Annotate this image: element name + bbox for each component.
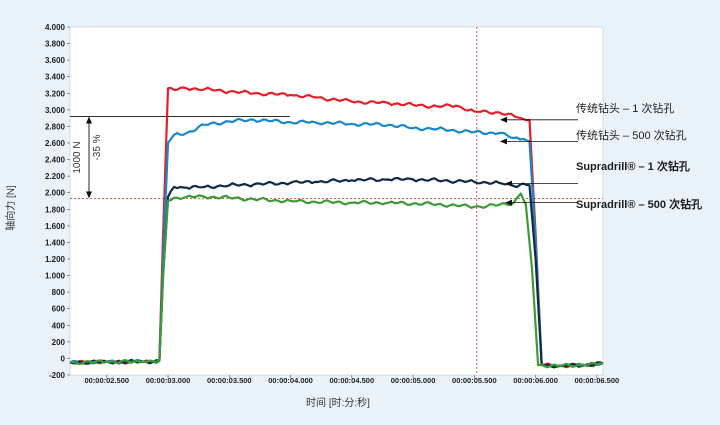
y-tick-label: 2.600 [45, 139, 66, 148]
percent-label: -35 % [92, 134, 103, 160]
difference-label: 1000 N [72, 141, 83, 173]
series-line-4 [69, 192, 604, 369]
x-tick-label: 00:00:06.500 [575, 376, 620, 385]
legend-label-4: Supradrill® – 500 次钻孔 [576, 197, 702, 211]
x-tick-label: 00:00:05.500 [452, 376, 497, 385]
y-tick-label: 1.400 [45, 238, 66, 247]
legend-arrow-head [500, 138, 507, 145]
x-tick-label: 00:00:04.500 [330, 376, 375, 385]
x-tick-label: 00:00:06.000 [513, 376, 558, 385]
x-tick-label: 00:00:03.000 [146, 376, 191, 385]
x-tick-label: 00:00:05.000 [391, 376, 436, 385]
legend-label-3: Supradrill® – 1 次钻孔 [576, 159, 690, 173]
legend-label-2: 传统钻头 – 500 次钻孔 [576, 128, 687, 142]
y-axis-label: 轴向力 [N] [4, 185, 17, 231]
y-tick-label: 4.000 [45, 23, 66, 32]
reference-lines [70, 27, 603, 375]
y-tick-label: 1.200 [45, 255, 66, 264]
y-tick-label: 3.800 [45, 40, 66, 49]
difference-arrow-bottom [86, 191, 92, 199]
y-tick-label: -200 [49, 371, 66, 380]
y-tick-label: 200 [52, 338, 66, 347]
y-tick-label: 2.000 [45, 189, 66, 198]
y-tick-label: 1.000 [45, 272, 66, 281]
y-tick-label: 600 [52, 305, 66, 314]
x-tick-label: 00:00:02.500 [84, 376, 129, 385]
y-tick-label: 0 [61, 354, 66, 363]
x-axis-label: 时间 [时:分:秒] [306, 396, 370, 409]
difference-arrow-top [86, 116, 92, 124]
annotations: 1000 N -35 % [72, 116, 103, 199]
x-tick-label: 00:00:03.500 [207, 376, 252, 385]
x-tick-label: 00:00:04.000 [268, 376, 313, 385]
y-tick-label: 2.800 [45, 122, 66, 131]
y-tick-label: 1.600 [45, 222, 66, 231]
y-tick-label: 400 [52, 321, 66, 330]
y-tick-label: 3.000 [45, 106, 66, 115]
x-axis-ticks: 00:00:02.500 00:00:03.000 00:00:03.500 00:0… [84, 375, 619, 385]
legend-label-1: 传统钻头 – 1 次钻孔 [576, 101, 674, 115]
y-tick-label: 1.800 [45, 205, 66, 214]
y-tick-label: 800 [52, 288, 66, 297]
y-tick-label: 3.200 [45, 89, 66, 98]
y-tick-label: 2.200 [45, 172, 66, 181]
legend-arrow-head [500, 116, 507, 123]
y-axis-ticks: -200 0 200 400 600 800 1.000 1.200 1.400 1.600 1.8… [45, 23, 70, 380]
legend-arrow-head [505, 180, 512, 187]
legend-arrow-head [505, 199, 512, 206]
y-tick-label: 2.400 [45, 156, 66, 165]
y-tick-label: 3.600 [45, 56, 66, 65]
y-tick-label: 3.400 [45, 73, 66, 82]
